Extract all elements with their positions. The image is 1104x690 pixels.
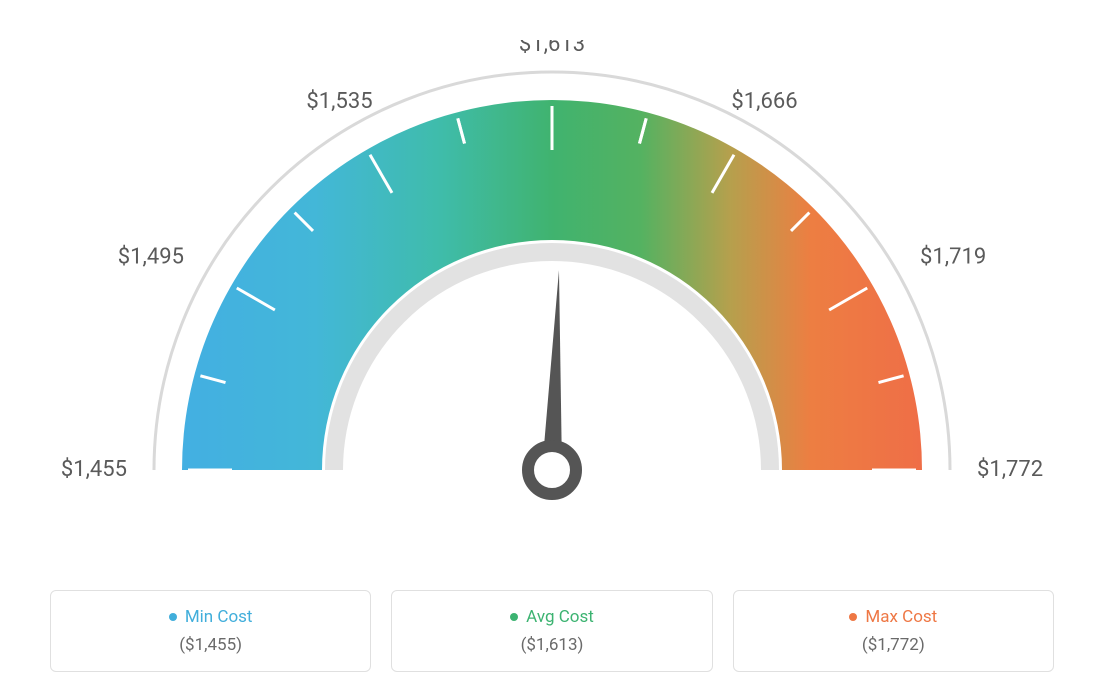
legend-min-value: ($1,455) — [71, 635, 350, 655]
legend-avg-label: Avg Cost — [412, 607, 691, 627]
gauge-tick-label: $1,495 — [118, 245, 184, 270]
legend-card-max: Max Cost ($1,772) — [733, 590, 1054, 672]
legend-card-min: Min Cost ($1,455) — [50, 590, 371, 672]
gauge-tick-label: $1,613 — [519, 40, 585, 57]
legend-max-value: ($1,772) — [754, 635, 1033, 655]
legend-max-label: Max Cost — [754, 607, 1033, 627]
chart-container: $1,455 $1,495 $1,535 $1,613 $1,666 $1,719 $1,7… — [0, 0, 1104, 690]
legend-avg-value: ($1,613) — [412, 635, 691, 655]
gauge-tick-label: $1,666 — [731, 89, 797, 114]
gauge-area: $1,455 $1,495 $1,535 $1,613 $1,666 $1,719 $1,7… — [20, 20, 1084, 580]
gauge-tick-label: $1,719 — [920, 245, 986, 270]
gauge-svg: $1,455 $1,495 $1,535 $1,613 $1,666 $1,719 $1,7… — [52, 40, 1052, 560]
legend-min-label: Min Cost — [71, 607, 350, 627]
gauge-tick-label: $1,455 — [61, 457, 127, 482]
legend-row: Min Cost ($1,455) Avg Cost ($1,613) Max … — [20, 590, 1084, 672]
gauge-tick-label: $1,535 — [306, 89, 372, 114]
legend-card-avg: Avg Cost ($1,613) — [391, 590, 712, 672]
gauge-tick-label: $1,772 — [977, 457, 1043, 482]
